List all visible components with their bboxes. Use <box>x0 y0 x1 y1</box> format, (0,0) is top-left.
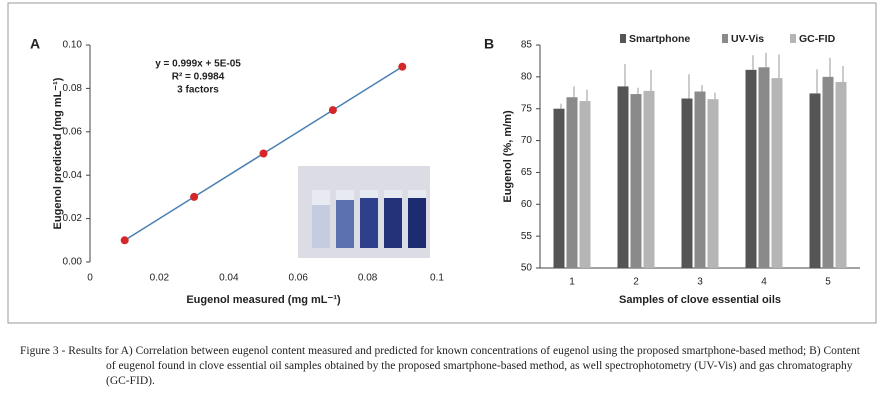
x-tick-label: 0 <box>87 273 93 284</box>
x-tick-label: 0.02 <box>150 273 170 284</box>
bar <box>835 81 847 268</box>
point <box>190 192 199 201</box>
x-tick-label: 0.1 <box>430 273 444 284</box>
y-tick-label: 65 <box>521 167 533 178</box>
y-tick-label: 0.00 <box>63 257 83 268</box>
legend-label: GC-FID <box>799 33 836 45</box>
panel-label: B <box>484 36 494 52</box>
figure: A 0.00 0.02 0.04 0.06 0.08 0.10 0 0.02 0.04 0.06 0.… <box>7 2 877 324</box>
x-axis-label: Eugenol measured (mg mL⁻¹) <box>186 294 341 306</box>
legend-swatch <box>620 34 626 43</box>
point <box>398 62 407 71</box>
y-tick-label: 85 <box>521 40 533 51</box>
point <box>328 106 337 115</box>
bar <box>822 76 834 268</box>
x-tick-label: 0.08 <box>358 273 378 284</box>
inset-photo <box>298 166 430 258</box>
y-tick-label: 70 <box>521 135 533 146</box>
y-axis-label: Eugenol predicted (mg mL⁻¹) <box>52 77 64 229</box>
panel-label: A <box>30 36 40 52</box>
caption: Figure 3 - Results for A) Correlation be… <box>20 345 860 387</box>
x-axis-label: Samples of clove essential oils <box>619 294 781 306</box>
annotation: 3 factors <box>177 85 219 96</box>
bar <box>681 98 693 269</box>
legend-label: UV-Vis <box>731 33 764 45</box>
y-tick-label: 80 <box>521 71 533 82</box>
x-tick-label: 3 <box>697 277 703 288</box>
bar <box>758 67 770 268</box>
bar <box>771 78 783 268</box>
annotation: y = 0.999x + 5E-05 <box>155 59 241 70</box>
y-tick-label: 55 <box>521 231 533 242</box>
y-tick-label: 60 <box>521 199 533 210</box>
y-tick-label: 75 <box>521 103 533 114</box>
y-tick-label: 0.04 <box>63 170 83 181</box>
x-tick-label: 1 <box>569 277 575 288</box>
bar <box>553 108 565 268</box>
bar <box>617 86 629 269</box>
x-tick-label: 0.04 <box>219 273 239 284</box>
legend-swatch <box>722 34 728 43</box>
y-tick-label: 50 <box>521 263 533 274</box>
x-tick-label: 5 <box>825 277 831 288</box>
bar <box>694 91 706 268</box>
x-tick-label: 0.06 <box>288 273 308 284</box>
y-tick-label: 0.08 <box>63 83 83 94</box>
bar <box>745 69 757 268</box>
x-tick-label: 2 <box>633 277 639 288</box>
y-tick-label: 0.06 <box>63 126 83 137</box>
annotation: R² = 0.9984 <box>172 72 225 83</box>
bar <box>809 93 821 269</box>
legend-swatch <box>790 34 796 43</box>
y-tick-label: 0.02 <box>63 213 83 224</box>
bar <box>630 94 642 268</box>
point <box>120 236 129 245</box>
y-tick-label: 0.10 <box>63 40 83 51</box>
figure-frame <box>7 2 877 324</box>
bar <box>566 97 578 268</box>
bar <box>707 99 719 269</box>
y-axis-label: Eugenol (%, m/m) <box>502 110 514 203</box>
point <box>259 149 268 158</box>
x-tick-label: 4 <box>761 277 767 288</box>
bar <box>643 90 655 268</box>
bar <box>579 101 591 268</box>
legend-label: Smartphone <box>629 33 690 45</box>
